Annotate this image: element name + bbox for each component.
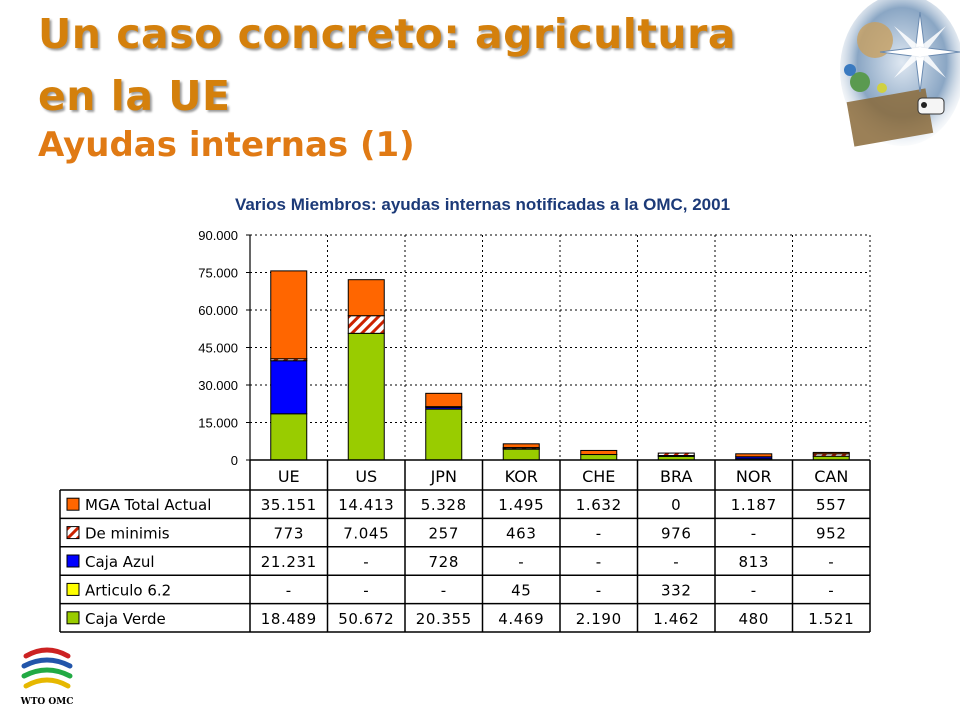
data-label: 976 xyxy=(661,525,691,543)
data-label: - xyxy=(751,581,757,599)
data-label: - xyxy=(673,553,679,571)
data-label: 50.672 xyxy=(338,610,394,628)
bar-segment-kor-mga-total-actual xyxy=(502,443,540,449)
data-label: 45 xyxy=(511,581,531,599)
data-label: 463 xyxy=(506,525,536,543)
y-tick-label: 30.000 xyxy=(198,378,238,393)
bar-segment-us-de-minimis xyxy=(347,315,385,334)
x-category-label: CHE xyxy=(582,467,615,486)
legend-label: Caja Verde xyxy=(85,610,166,628)
data-label: 14.413 xyxy=(338,496,394,514)
x-category-label: US xyxy=(355,467,377,486)
data-label: - xyxy=(596,525,602,543)
legend-label: MGA Total Actual xyxy=(85,496,211,514)
data-label: 2.190 xyxy=(576,610,622,628)
chart-title: Varios Miembros: ayudas internas notific… xyxy=(234,195,731,214)
data-label: 1.495 xyxy=(498,496,544,514)
bar-segment-jpn-mga-total-actual xyxy=(425,392,463,408)
bar-segment-bra-de-minimis xyxy=(657,452,695,457)
data-label: - xyxy=(596,581,602,599)
bar-segment-ue-caja-verde xyxy=(270,413,308,461)
bar-segment-ue-caja-azul xyxy=(270,360,308,415)
y-tick-label: 0 xyxy=(231,453,238,468)
bar-segment-us-caja-verde xyxy=(347,332,385,461)
data-label: 4.469 xyxy=(498,610,544,628)
data-label: 35.151 xyxy=(261,496,317,514)
x-category-label: BRA xyxy=(660,467,692,486)
data-label: 480 xyxy=(739,610,769,628)
bar-segment-nor-mga-total-actual xyxy=(735,453,773,458)
data-label: 20.355 xyxy=(416,610,472,628)
y-tick-label: 60.000 xyxy=(198,303,238,318)
x-category-label: CAN xyxy=(814,467,848,486)
bar-segment-che-mga-total-actual xyxy=(580,449,618,456)
bar-segment-che-caja-verde xyxy=(580,454,618,461)
data-label: - xyxy=(751,525,757,543)
data-label: 18.489 xyxy=(261,610,317,628)
data-label: 257 xyxy=(429,525,459,543)
page-title-line-1: Un caso concreto: agricultura xyxy=(38,10,737,58)
legend-label: Articulo 6.2 xyxy=(85,581,171,599)
data-label: - xyxy=(518,553,524,571)
data-label: 1.462 xyxy=(653,610,699,628)
page-title-line-2: en la UE xyxy=(38,72,231,120)
x-category-label: NOR xyxy=(736,467,772,486)
bar-segment-kor-caja-verde xyxy=(502,448,540,461)
data-label: - xyxy=(363,581,369,599)
data-table: UE US JPN KOR CHE BRA NOR CAN MGA Total Actual 35… xyxy=(59,459,871,633)
y-axis: 0 15.000 30.000 45.000 60.000 75.000 90.000 xyxy=(198,228,251,468)
y-tick-label: 90.000 xyxy=(198,228,238,243)
y-tick-label: 45.000 xyxy=(198,341,238,356)
wto-logo-text: WTO OMC xyxy=(20,697,74,707)
legend-swatch xyxy=(66,526,80,540)
data-label: 952 xyxy=(816,525,846,543)
data-label: 1.632 xyxy=(576,496,622,514)
legend-label: De minimis xyxy=(85,525,170,543)
bar-segment-us-mga-total-actual xyxy=(347,279,385,317)
legend-swatch xyxy=(66,554,80,568)
page-subtitle: Ayudas internas (1) xyxy=(38,125,415,165)
data-label: - xyxy=(828,581,834,599)
agriculture-collage-logo xyxy=(840,0,960,147)
data-label: - xyxy=(363,553,369,571)
data-label: 557 xyxy=(816,496,846,514)
legend-swatch xyxy=(66,582,80,596)
data-label: 21.231 xyxy=(261,553,317,571)
data-label: 728 xyxy=(429,553,459,571)
data-label: - xyxy=(441,581,447,599)
data-label: 813 xyxy=(739,553,769,571)
legend-swatch xyxy=(66,497,80,511)
data-label: - xyxy=(596,553,602,571)
gridlines xyxy=(250,234,871,460)
legend-label: Caja Azul xyxy=(85,553,155,571)
y-tick-label: 75.000 xyxy=(198,266,238,281)
x-category-label: KOR xyxy=(505,467,538,486)
data-label: 1.187 xyxy=(731,496,777,514)
data-label: - xyxy=(286,581,292,599)
data-label: 7.045 xyxy=(343,525,389,543)
x-category-label: JPN xyxy=(430,467,457,486)
bar-segment-ue-mga-total-actual xyxy=(270,270,308,360)
data-label: 5.328 xyxy=(421,496,467,514)
data-label: - xyxy=(828,553,834,571)
data-label: 773 xyxy=(274,525,304,543)
bars xyxy=(270,270,850,461)
wto-logo: WTO OMC xyxy=(20,647,74,707)
bar-segment-can-mga-total-actual xyxy=(812,451,850,455)
legend-swatch xyxy=(66,611,80,625)
y-tick-label: 15.000 xyxy=(198,416,238,431)
data-label: 332 xyxy=(661,581,691,599)
x-category-label: UE xyxy=(278,467,300,486)
data-label: 0 xyxy=(671,496,681,514)
data-label: 1.521 xyxy=(808,610,854,628)
bar-segment-jpn-caja-verde xyxy=(425,408,463,461)
